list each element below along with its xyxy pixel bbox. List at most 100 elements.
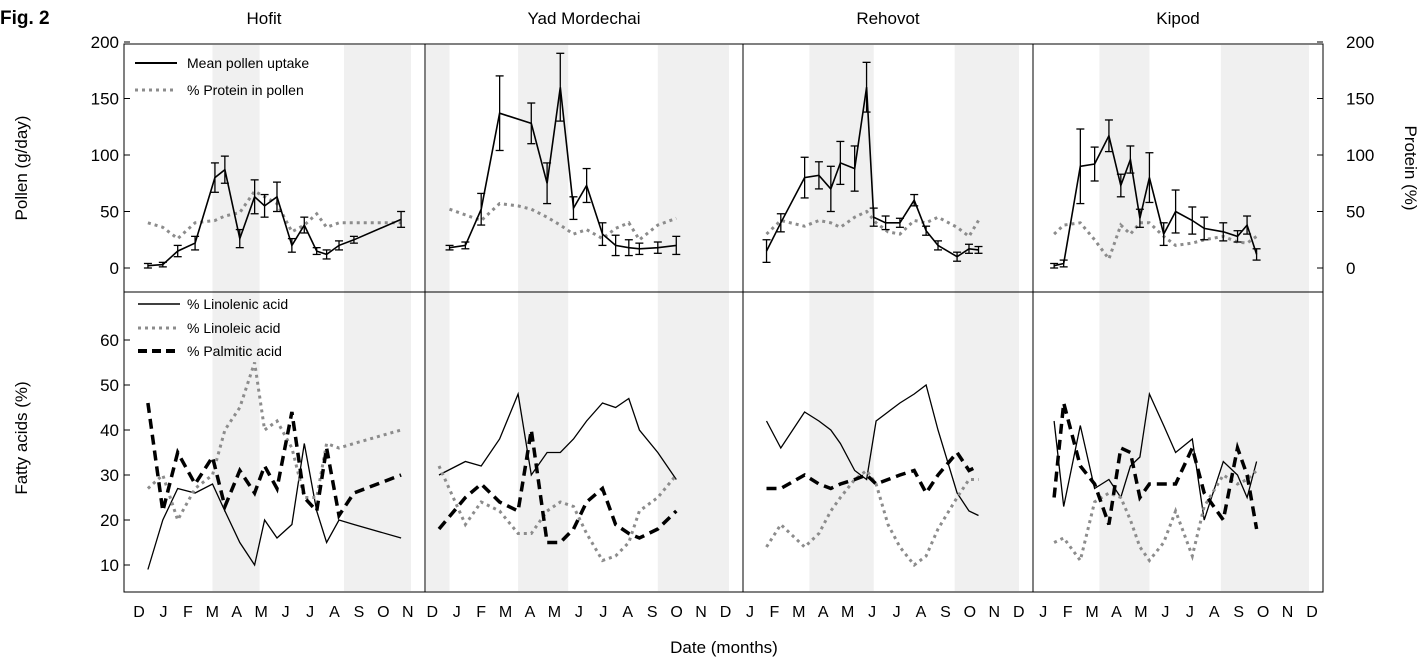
season-band bbox=[954, 45, 1019, 591]
month-label: A bbox=[916, 604, 927, 621]
month-label: M bbox=[499, 604, 512, 621]
y-tick-label-protein: 100 bbox=[1346, 146, 1374, 165]
season-band bbox=[1099, 45, 1150, 591]
palmitic-line bbox=[437, 429, 678, 545]
y-axis-title-fatty-acids: Fatty acids (%) bbox=[12, 381, 31, 494]
y-tick-label-protein: 0 bbox=[1346, 259, 1355, 278]
legend-label-linoleic: % Linoleic acid bbox=[187, 320, 280, 336]
month-label: F bbox=[476, 604, 486, 621]
month-label: M bbox=[548, 604, 561, 621]
month-label: A bbox=[1209, 604, 1220, 621]
season-band bbox=[343, 45, 411, 591]
month-label: N bbox=[695, 604, 707, 621]
month-label: F bbox=[1063, 604, 1073, 621]
linoleic-line bbox=[437, 465, 678, 563]
month-label: A bbox=[818, 604, 829, 621]
season-band bbox=[1220, 45, 1309, 591]
month-label: J bbox=[746, 604, 754, 621]
month-label: M bbox=[1134, 604, 1147, 621]
month-label: J bbox=[159, 604, 167, 621]
month-label: J bbox=[282, 604, 290, 621]
site-title-hofit: Hofit bbox=[247, 9, 282, 28]
site-title-kipod: Kipod bbox=[1156, 9, 1199, 28]
month-label: A bbox=[525, 604, 536, 621]
linoleic-line bbox=[765, 468, 979, 568]
month-label: O bbox=[670, 604, 682, 621]
season-band bbox=[426, 45, 450, 591]
month-label: J bbox=[306, 604, 314, 621]
month-label: M bbox=[792, 604, 805, 621]
month-label: J bbox=[599, 604, 607, 621]
month-label: M bbox=[841, 604, 854, 621]
month-label: O bbox=[377, 604, 389, 621]
linolenic-line bbox=[438, 391, 677, 480]
linoleic-line bbox=[146, 362, 402, 524]
month-label: J bbox=[1039, 604, 1047, 621]
y-tick-label-fatty: 40 bbox=[100, 421, 119, 440]
figure-label: Fig. 2 bbox=[0, 8, 50, 29]
legend-label-protein: % Protein in pollen bbox=[187, 82, 304, 98]
month-label: O bbox=[1257, 604, 1269, 621]
legend-label-palmitic: % Palmitic acid bbox=[187, 343, 282, 359]
palmitic-line bbox=[766, 449, 980, 497]
site-title-rehovot: Rehovot bbox=[856, 9, 920, 28]
month-label: O bbox=[964, 604, 976, 621]
month-label: D bbox=[133, 604, 145, 621]
month-label: D bbox=[426, 604, 438, 621]
month-label: A bbox=[1111, 604, 1122, 621]
month-label: J bbox=[453, 604, 461, 621]
month-label: M bbox=[206, 604, 219, 621]
y-axis-title-protein: Protein (%) bbox=[1401, 125, 1420, 210]
y-tick-label-pollen: 50 bbox=[100, 203, 119, 222]
month-label: A bbox=[231, 604, 242, 621]
y-tick-label-fatty: 20 bbox=[100, 511, 119, 530]
month-label: F bbox=[769, 604, 779, 621]
linoleic-line bbox=[1053, 469, 1258, 564]
axis-ticks: 0 50 100 150 200 0 50 100 150 200 10 20 30 40 50 60 bbox=[91, 33, 1375, 575]
x-axis-title: Date (months) bbox=[670, 638, 778, 657]
site-title-yad-mordechai: Yad Mordechai bbox=[527, 9, 640, 28]
y-axis-title-pollen: Pollen (g/day) bbox=[12, 116, 31, 221]
month-label: A bbox=[622, 604, 633, 621]
panel-frames bbox=[123, 43, 1324, 593]
palmitic-line bbox=[1052, 402, 1259, 530]
data-series bbox=[143, 52, 1261, 570]
legend-label-pollen-uptake: Mean pollen uptake bbox=[187, 55, 309, 71]
y-tick-label-fatty: 30 bbox=[100, 466, 119, 485]
season-bands bbox=[212, 45, 1309, 591]
legend-label-linolenic: % Linolenic acid bbox=[187, 296, 288, 312]
month-label: D bbox=[720, 604, 732, 621]
y-tick-label-fatty: 10 bbox=[100, 556, 119, 575]
plot-frame bbox=[123, 43, 1324, 593]
month-label: F bbox=[183, 604, 193, 621]
month-label: N bbox=[989, 604, 1001, 621]
month-label: D bbox=[1306, 604, 1318, 621]
season-band bbox=[518, 45, 569, 591]
y-tick-label-pollen: 200 bbox=[91, 33, 119, 52]
month-label: N bbox=[1282, 604, 1294, 621]
legend-bottom: % Linolenic acid % Linoleic acid % Palmi… bbox=[138, 296, 288, 359]
legend-top: Mean pollen uptake % Protein in pollen bbox=[135, 55, 309, 98]
month-label: S bbox=[354, 604, 365, 621]
month-label: S bbox=[647, 604, 658, 621]
linolenic-line bbox=[765, 383, 979, 517]
y-tick-label-fatty: 60 bbox=[100, 331, 119, 350]
protein-line bbox=[765, 209, 980, 239]
season-band bbox=[657, 45, 729, 591]
season-band bbox=[212, 45, 260, 591]
month-label: M bbox=[255, 604, 268, 621]
season-band bbox=[809, 45, 874, 591]
y-tick-label-pollen: 0 bbox=[110, 259, 119, 278]
month-label: J bbox=[575, 604, 583, 621]
y-tick-label-pollen: 150 bbox=[91, 90, 119, 109]
palmitic-line bbox=[146, 402, 402, 521]
linolenic-line bbox=[147, 443, 402, 570]
month-label: J bbox=[1161, 604, 1169, 621]
y-tick-label-pollen: 100 bbox=[91, 146, 119, 165]
y-tick-label-protein: 50 bbox=[1346, 203, 1365, 222]
protein-line bbox=[1053, 221, 1258, 263]
month-label: N bbox=[402, 604, 414, 621]
month-label: J bbox=[868, 604, 876, 621]
